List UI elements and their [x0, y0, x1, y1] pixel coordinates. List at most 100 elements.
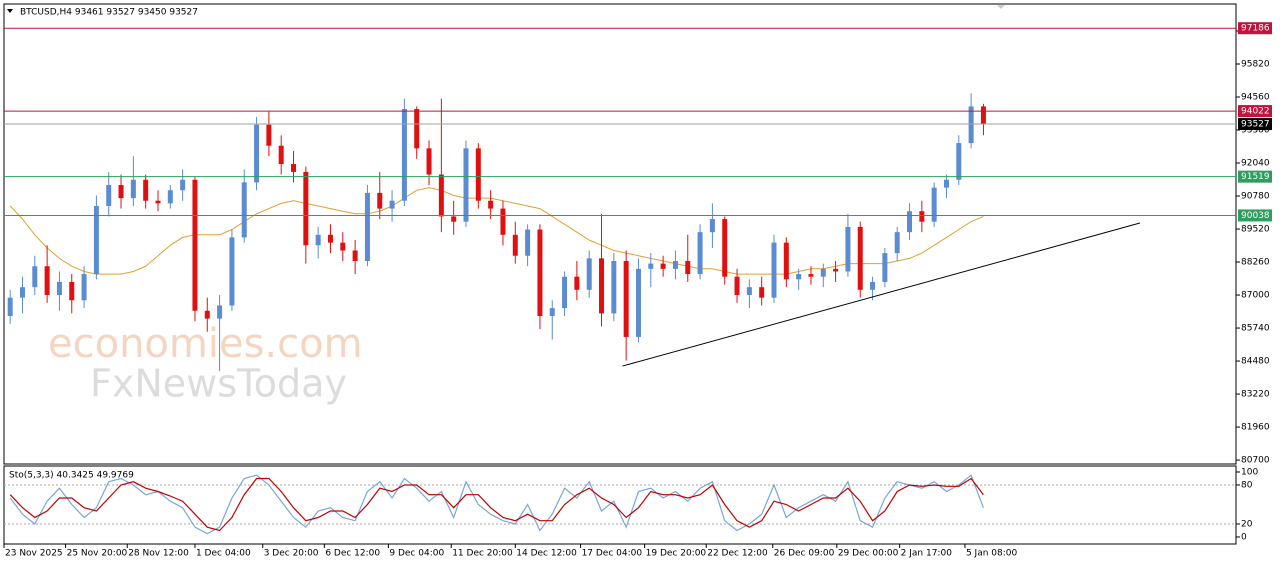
candle-body	[783, 242, 789, 280]
candle-body	[734, 276, 740, 296]
y-tick-label: 81960	[1241, 423, 1270, 433]
candle-body	[611, 260, 617, 314]
stochastic-title: Sto(5,3,3) 40.3425 49.9769	[9, 471, 134, 481]
candle-body	[525, 229, 531, 256]
candle-body	[648, 263, 654, 269]
candle-body	[118, 185, 124, 199]
candle-body	[167, 190, 173, 204]
candle-body	[980, 106, 986, 125]
chart-title: BTCUSD,H4 93461 93527 93450 93527	[20, 8, 198, 18]
candle-body	[956, 143, 962, 180]
candle-body	[241, 182, 247, 238]
candle-body	[796, 274, 802, 280]
candle-body	[833, 268, 839, 272]
candle-body	[106, 185, 112, 206]
candle-body	[364, 192, 370, 261]
candle-body	[894, 232, 900, 254]
candle-body	[808, 274, 814, 277]
x-tick-label: 23 Nov 2025	[5, 549, 63, 559]
candle-body	[81, 274, 87, 301]
candle-body	[69, 281, 75, 301]
candle-body	[19, 287, 25, 298]
x-tick-label: 22 Dec 12:00	[707, 549, 768, 559]
level-label-box	[1238, 118, 1272, 131]
level-label: 97186	[1241, 24, 1270, 34]
candle-body	[562, 276, 568, 309]
candle-body	[512, 234, 518, 256]
candle-body	[672, 260, 678, 269]
candle-body	[943, 179, 949, 188]
candle-body	[709, 219, 715, 233]
candle-body	[291, 164, 297, 172]
watermark: economies.com	[48, 321, 363, 367]
candle-body	[93, 205, 99, 275]
y-tick-label: 89520	[1241, 225, 1270, 235]
candle-body	[451, 216, 457, 222]
x-tick-label: 1 Dec 04:00	[196, 549, 251, 559]
y-tick-label: 0	[1241, 532, 1247, 542]
x-tick-label: 29 Dec 00:00	[838, 549, 899, 559]
candle-body	[266, 124, 272, 146]
candle-body	[882, 253, 888, 282]
candle-body	[180, 179, 186, 191]
candle-body	[192, 179, 198, 311]
trendline	[622, 222, 1141, 367]
y-tick-label: 93300	[1241, 126, 1270, 136]
y-tick-label: 85740	[1241, 324, 1270, 334]
y-tick-label: 83220	[1241, 390, 1270, 400]
y-tick-label: 84480	[1241, 357, 1270, 367]
candle-body	[352, 250, 358, 261]
candle-body	[7, 297, 13, 316]
level-label: 91519	[1241, 172, 1270, 182]
y-tick-label: 88260	[1241, 258, 1270, 268]
candle-body	[907, 211, 913, 233]
level-label-box	[1238, 209, 1272, 222]
x-tick-label: 6 Dec 12:00	[325, 549, 380, 559]
candle-body	[845, 226, 851, 272]
candle-body	[463, 148, 469, 222]
candle-body	[599, 258, 605, 314]
candle-body	[340, 242, 346, 251]
candle-body	[857, 226, 863, 290]
candle-body	[155, 200, 161, 204]
candle-body	[820, 268, 826, 277]
x-tick-label: 28 Nov 12:00	[128, 549, 189, 559]
y-tick-label: 95820	[1241, 59, 1270, 69]
level-label: 94022	[1241, 107, 1270, 117]
main-panel	[3, 3, 1237, 465]
x-tick-label: 17 Dec 04:00	[582, 549, 643, 559]
candle-body	[254, 124, 260, 183]
candle-body	[303, 171, 309, 246]
candle-body	[537, 229, 543, 316]
candle-body	[697, 232, 703, 275]
y-tick-label: 90780	[1241, 192, 1270, 202]
candle-body	[660, 263, 666, 269]
candle-body	[327, 234, 333, 243]
stochastic-panel	[3, 465, 1237, 545]
level-label-box	[1238, 105, 1272, 118]
candle-body	[56, 281, 62, 296]
candle-body	[722, 219, 728, 277]
candle-body	[204, 310, 210, 319]
candle-body	[426, 148, 432, 175]
y-tick-label: 94560	[1241, 92, 1270, 102]
candle-body	[143, 179, 149, 201]
level-label-box	[1238, 170, 1272, 183]
candle-body	[919, 211, 925, 222]
x-tick-label: 9 Dec 04:00	[389, 549, 444, 559]
y-tick-label: 92040	[1241, 159, 1270, 169]
y-tick-label: 20	[1241, 519, 1253, 529]
x-tick-label: 11 Dec 20:00	[452, 549, 513, 559]
y-tick-label: 80	[1241, 480, 1253, 490]
candle-body	[315, 234, 321, 246]
shift-marker	[997, 5, 1005, 9]
candle-body	[438, 174, 444, 217]
candle-body	[389, 200, 395, 209]
y-tick-label: 80700	[1241, 456, 1270, 466]
x-tick-label: 3 Dec 20:00	[264, 549, 319, 559]
candle-body	[377, 192, 383, 209]
level-label: 93527	[1241, 120, 1270, 130]
candle-body	[401, 109, 407, 201]
